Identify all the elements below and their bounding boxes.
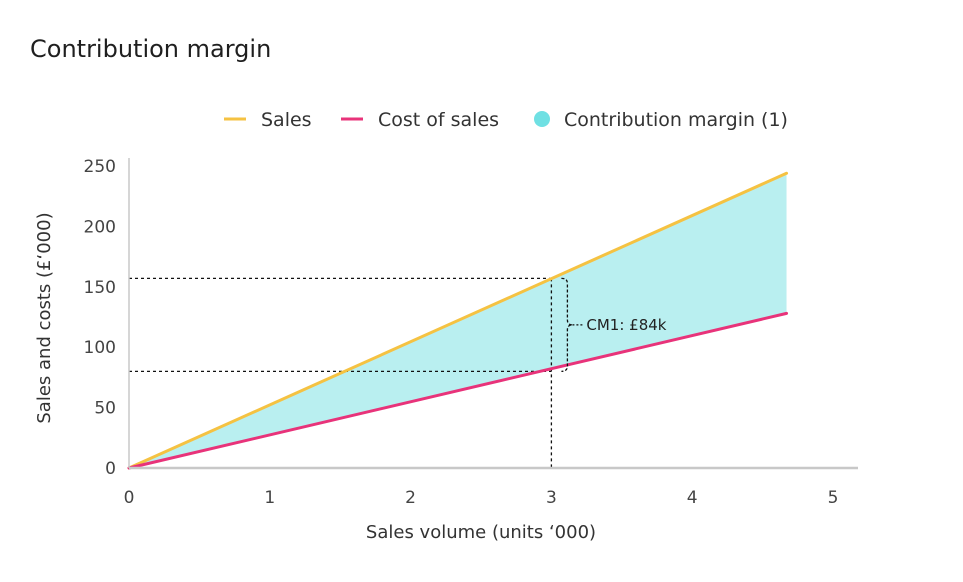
chart-legend: Sales Cost of sales Contribution margin (1… xyxy=(224,109,788,131)
x-tick-label: 2 xyxy=(405,488,416,508)
series-lines xyxy=(127,171,789,470)
y-tick-label: 100 xyxy=(84,338,116,358)
x-tick-label: 4 xyxy=(687,488,698,508)
cm-annotation: CM1: £84k xyxy=(561,277,667,373)
x-axis-label: Sales volume (units ‘000) xyxy=(366,522,596,543)
y-tick-label: 200 xyxy=(84,217,116,237)
y-axis-label: Sales and costs (£‘000) xyxy=(34,212,55,423)
y-axis-ticks: 0 50 100 150 200 250 xyxy=(84,157,116,479)
legend-sales-label: Sales xyxy=(261,109,312,131)
x-tick-label: 5 xyxy=(828,488,839,508)
legend-cost-of-sales: Cost of sales xyxy=(341,109,499,131)
sales-line xyxy=(127,171,789,470)
legend-sales: Sales xyxy=(224,109,312,131)
y-tick-label: 250 xyxy=(84,157,116,177)
cost-of-sales-line xyxy=(127,311,789,470)
guide-lines xyxy=(129,277,553,468)
x-tick-label: 3 xyxy=(546,488,557,508)
y-tick-label: 150 xyxy=(84,278,116,298)
cm-annotation-label: CM1: £84k xyxy=(586,316,666,334)
cm-brace xyxy=(561,277,573,373)
axes: 0 50 100 150 200 250 0 1 2 3 4 5 xyxy=(84,157,858,508)
legend-contribution-margin: Contribution margin (1) xyxy=(534,109,788,131)
chart-title: Contribution margin xyxy=(30,35,271,63)
y-tick-label: 50 xyxy=(94,399,116,419)
legend-cost-of-sales-label: Cost of sales xyxy=(378,109,499,131)
plot-area: CM1: £84k xyxy=(127,171,789,470)
x-tick-label: 0 xyxy=(124,488,135,508)
legend-contribution-margin-label: Contribution margin (1) xyxy=(564,109,788,131)
y-tick-label: 0 xyxy=(105,459,116,479)
legend-contribution-margin-swatch xyxy=(534,111,550,127)
x-tick-label: 1 xyxy=(264,488,275,508)
x-axis-ticks: 0 1 2 3 4 5 xyxy=(124,488,839,508)
